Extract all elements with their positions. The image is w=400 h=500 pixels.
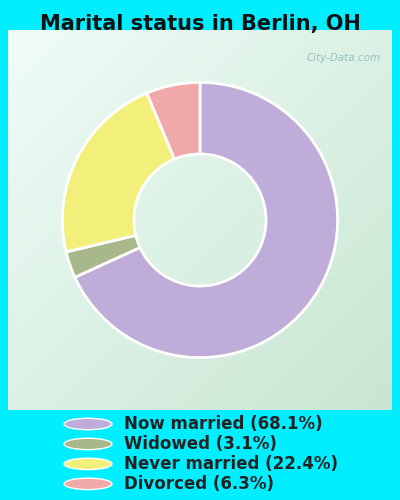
Circle shape: [64, 438, 112, 450]
Text: Marital status in Berlin, OH: Marital status in Berlin, OH: [40, 14, 360, 34]
Wedge shape: [62, 93, 174, 252]
Circle shape: [64, 478, 112, 490]
Wedge shape: [75, 82, 338, 357]
Text: Now married (68.1%): Now married (68.1%): [124, 415, 323, 433]
Text: Never married (22.4%): Never married (22.4%): [124, 455, 338, 473]
Wedge shape: [147, 82, 200, 159]
Text: Divorced (6.3%): Divorced (6.3%): [124, 475, 274, 493]
Text: Widowed (3.1%): Widowed (3.1%): [124, 435, 277, 453]
Wedge shape: [66, 236, 140, 278]
Circle shape: [64, 458, 112, 469]
Text: City-Data.com: City-Data.com: [306, 53, 380, 63]
Circle shape: [64, 418, 112, 430]
